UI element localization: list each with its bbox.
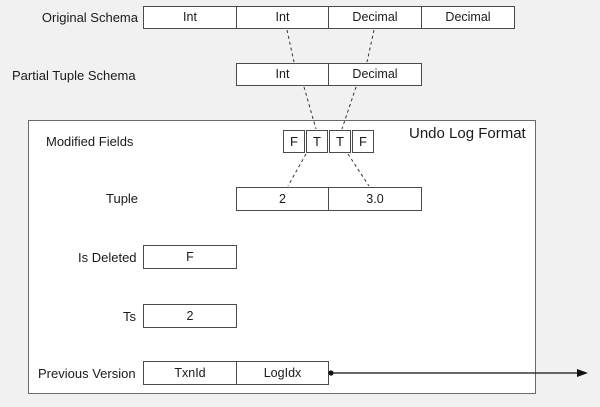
connector-original-decimal-to-partial-decimal [366,29,375,63]
modified-field-bit-1: F [283,130,305,153]
previous-version-label: Previous Version [38,366,136,381]
connector-original-int-to-partial-int [286,29,295,63]
tuple-label: Tuple [106,191,139,206]
tuple-value-2: 3.0 [328,187,422,211]
original-schema-label: Original Schema [41,10,138,25]
original-schema-field-2: Int [236,6,329,29]
arrowhead-icon [577,369,588,377]
partial-tuple-schema-label: Partial Tuple Schema [12,68,136,83]
is-deleted-label: Is Deleted [78,250,137,265]
partial-schema-field-2: Decimal [328,63,422,86]
is-deleted-value: F [143,245,237,269]
tuple-value-1: 2 [236,187,329,211]
original-schema-field-4: Decimal [421,6,515,29]
ts-label: Ts [123,309,136,324]
partial-schema-field-1: Int [236,63,329,86]
undo-log-format-title: Undo Log Format [409,125,526,142]
original-schema-field-1: Int [143,6,237,29]
modified-field-bit-2: T [306,130,328,153]
undo-log-frame [28,120,536,394]
original-schema-field-3: Decimal [328,6,422,29]
ts-value: 2 [143,304,237,328]
modified-fields-label: Modified Fields [46,134,134,149]
previous-version-txnid: TxnId [143,361,237,385]
modified-field-bit-4: F [352,130,374,153]
modified-field-bit-3: T [329,130,351,153]
previous-version-logidx: LogIdx [236,361,329,385]
